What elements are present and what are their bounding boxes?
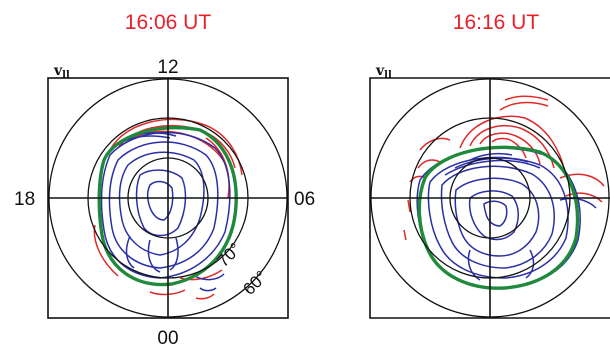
panel-1-quantity-label: vll (53, 63, 70, 81)
panel-1-blue-contours (100, 131, 231, 292)
panel-1-quantity-symbol: v (53, 63, 63, 79)
panel-2-quantity-label: vll (375, 63, 392, 81)
panel-1-label-18: 18 (14, 189, 35, 210)
panel-1-lat-label-60: 60° (239, 267, 271, 299)
panel-1-green-boundary (97, 125, 238, 287)
panel-1-parallel-subscript: ll (62, 70, 70, 81)
panel-1: 16:06 UT vll 12 18 06 00 (14, 11, 315, 349)
panel-2-red-contours (403, 95, 605, 241)
panel-2-parallel-subscript: ll (384, 70, 392, 81)
panel-2-blue-contours (416, 147, 597, 289)
panel-2-green-boundary (417, 145, 580, 290)
panel-2-quantity-symbol: v (375, 63, 385, 79)
panel-2-time-title: 16:16 UT (453, 11, 540, 34)
panel-1-label-00: 00 (157, 328, 178, 349)
panel-1-label-12: 12 (157, 57, 178, 78)
panel-1-label-06: 06 (294, 189, 315, 210)
panel-2: 16:16 UT vll (369, 11, 610, 319)
panel-1-time-title: 16:06 UT (125, 11, 212, 34)
